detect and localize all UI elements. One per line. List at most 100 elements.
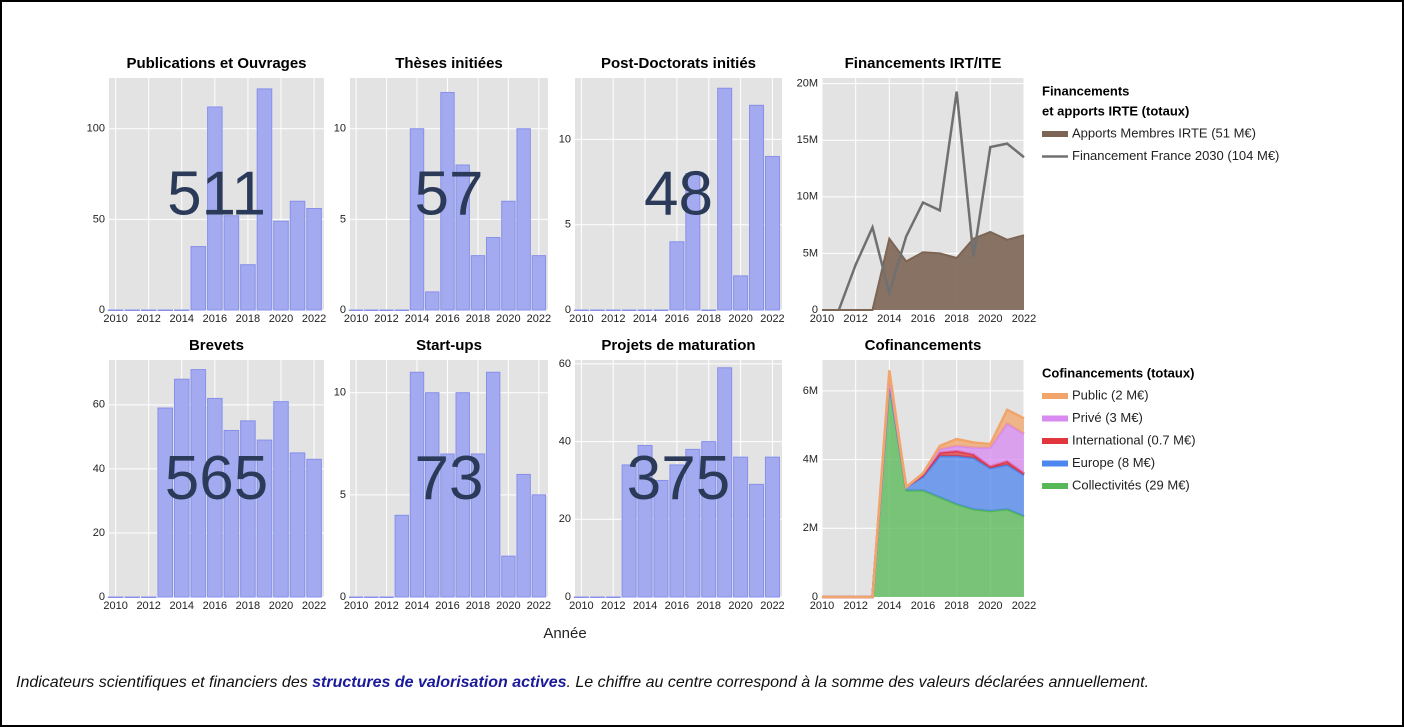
bar [653,479,669,598]
x-tick-label: 2018 [944,600,968,612]
legend-label: Apports Membres IRTE (51 M€) [1072,125,1256,140]
x-tick-label: 2010 [344,600,368,612]
y-tick-label: 5 [340,213,346,225]
x-tick-label: 2016 [435,600,459,612]
chart-title: Brevets [189,337,244,354]
bar [701,309,717,311]
bar [173,378,190,598]
caption: Indicateurs scientifiques et financiers … [16,668,1388,697]
bar [379,309,394,311]
x-axis-label: Année [543,625,586,642]
x-tick-label: 2014 [405,313,429,325]
bar [240,420,256,598]
x-tick-label: 2022 [1012,600,1036,612]
x-tick-label: 2018 [466,313,490,325]
bar [107,309,124,311]
bar [440,92,455,311]
bar [605,596,621,598]
bar [348,309,364,311]
bar [701,441,717,598]
chart-title: Financements IRT/ITE [845,55,1002,72]
x-tick-label: 2022 [302,313,326,325]
x-tick-label: 2020 [728,600,752,612]
bar [394,514,409,598]
area [822,380,1024,597]
y-tick-label: 20M [797,78,818,90]
x-tick-label: 2020 [496,313,520,325]
y-tick-label: 100 [87,123,105,135]
legend-label: Financement France 2030 (104 M€) [1072,148,1279,163]
x-tick-label: 2012 [374,600,398,612]
x-tick-label: 2022 [760,313,784,325]
x-tick-label: 2022 [527,600,551,612]
x-tick-label: 2010 [810,600,834,612]
x-tick-label: 2018 [697,600,721,612]
chart-title: Thèses initiées [395,55,503,72]
bar [621,309,637,311]
y-tick-label: 0 [812,591,818,603]
bar [409,371,425,598]
bar [409,128,425,311]
x-tick-label: 2020 [269,600,293,612]
x-tick-label: 2010 [344,313,368,325]
bar [669,241,685,311]
bar [637,309,653,311]
x-tick-label: 2014 [405,600,429,612]
x-tick-label: 2010 [569,313,593,325]
y-tick-label: 5 [340,489,346,501]
y-tick-label: 0 [340,591,346,603]
bar [140,309,157,311]
bar [470,453,486,598]
bar [140,596,157,598]
x-tick-label: 2010 [810,313,834,325]
x-tick-label: 2018 [697,313,721,325]
x-tick-label: 2012 [136,600,160,612]
caption-text: . Le chiffre au centre correspond à la s… [566,674,1150,691]
x-tick-label: 2016 [911,600,935,612]
bar [589,596,605,598]
x-tick-label: 2014 [170,313,194,325]
y-tick-label: 4M [803,454,818,466]
bar [207,397,223,598]
x-tick-label: 2018 [236,600,260,612]
bar [240,264,256,311]
x-tick-label: 2022 [760,600,784,612]
bar [749,483,765,598]
chart-title: Start-ups [416,337,482,354]
bar [605,309,621,311]
x-tick-label: 2016 [911,313,935,325]
x-tick-label: 2016 [665,600,689,612]
bar [107,596,124,598]
y-tick-label: 0 [99,304,105,316]
bar [501,555,516,598]
x-tick-label: 2014 [170,600,194,612]
bar [685,173,701,311]
y-tick-label: 0 [565,304,571,316]
x-tick-label: 2012 [843,600,867,612]
bar [364,309,379,311]
x-tick-label: 2020 [978,600,1002,612]
bar [749,104,765,311]
chart-title: Projets de maturation [601,337,755,354]
chart-title: Publications et Ouvrages [126,55,306,72]
y-tick-label: 6M [803,385,818,397]
y-tick-label: 10 [334,123,346,135]
x-tick-label: 2018 [466,600,490,612]
bar [573,309,589,311]
bar [531,494,547,598]
bar [764,155,780,311]
bar [621,464,637,598]
bar [124,596,140,598]
line [822,370,1025,599]
total-label: 73 [415,444,484,513]
legend-title: et apports IRTE (totaux) [1042,103,1189,118]
bar [256,88,273,311]
bar [685,448,701,598]
bar [379,596,394,598]
bar [637,444,653,598]
caption-link[interactable]: structures de valorisation actives [312,674,567,691]
bar [348,596,364,598]
bar [223,429,240,598]
bar [501,200,516,311]
